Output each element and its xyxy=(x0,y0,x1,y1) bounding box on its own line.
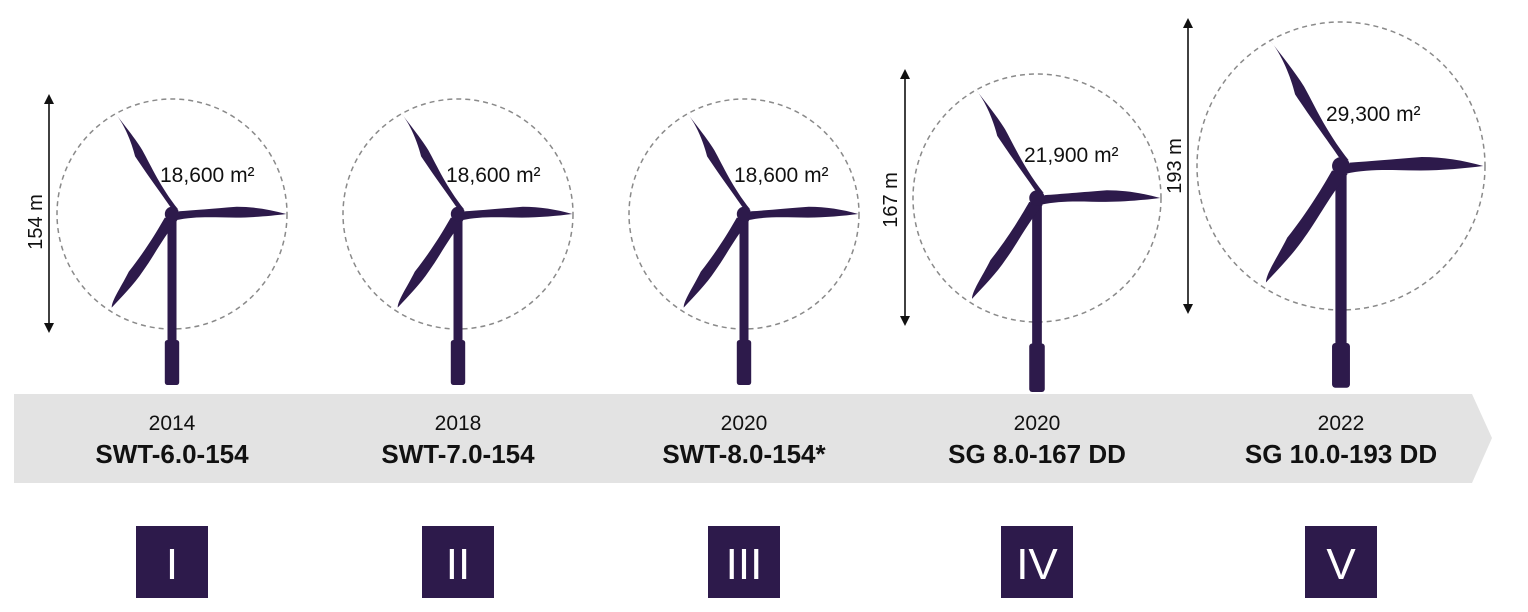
timeline-band xyxy=(14,394,1492,483)
swept-area-label: 18,600 m² xyxy=(446,164,541,187)
generation-numeral: V xyxy=(1326,540,1356,589)
model-label: SWT-6.0-154 xyxy=(95,439,249,469)
generation-badge xyxy=(136,526,208,598)
diameter-label: 167 m xyxy=(880,172,902,228)
generation-3: 18,600 m² 2020 SWT-8.0-154* III xyxy=(628,98,860,598)
generation-2: 18,600 m² 2018 SWT-7.0-154 II xyxy=(342,98,574,598)
model-label: SG 10.0-193 DD xyxy=(1245,439,1437,469)
generation-badge xyxy=(422,526,494,598)
year-label: 2014 xyxy=(149,412,196,435)
swept-area-label: 18,600 m² xyxy=(160,164,255,187)
year-label: 2020 xyxy=(1014,412,1061,435)
year-label: 2022 xyxy=(1318,412,1365,435)
generation-numeral: IV xyxy=(1016,540,1058,589)
turbine-icon xyxy=(683,112,859,385)
diameter-label: 193 m xyxy=(1164,138,1186,194)
model-label: SWT-8.0-154* xyxy=(662,439,826,469)
generation-numeral: I xyxy=(166,540,178,589)
generation-numeral: II xyxy=(446,540,470,589)
turbine-icon xyxy=(111,112,287,385)
turbine-icon xyxy=(972,88,1161,392)
model-label: SWT-7.0-154 xyxy=(381,439,535,469)
swept-area-label: 29,300 m² xyxy=(1326,103,1421,126)
generation-badge xyxy=(1305,526,1377,598)
generation-4: 21,900 m² 167 m 2020 SG 8.0-167 DD IV xyxy=(880,69,1162,598)
rotor-circle xyxy=(912,73,1162,323)
year-label: 2018 xyxy=(435,412,482,435)
year-label: 2020 xyxy=(721,412,768,435)
turbine-icon xyxy=(397,112,573,385)
generation-numeral: III xyxy=(726,540,763,589)
swept-area-label: 21,900 m² xyxy=(1024,144,1119,167)
diameter-label: 154 m xyxy=(25,194,47,250)
turbine-icon xyxy=(1265,39,1484,388)
generation-badge xyxy=(1001,526,1073,598)
model-label: SG 8.0-167 DD xyxy=(948,439,1126,469)
generation-5: 29,300 m² 193 m 2022 SG 10.0-193 DD V xyxy=(1164,18,1486,598)
swept-area-label: 18,600 m² xyxy=(734,164,829,187)
generation-badge xyxy=(708,526,780,598)
generation-1: 18,600 m² 154 m 2014 SWT-6.0-154 I xyxy=(25,94,288,598)
